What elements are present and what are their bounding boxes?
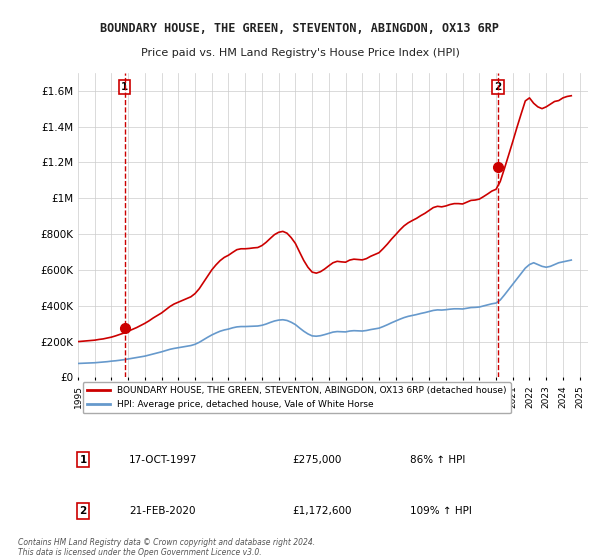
- Text: £1,172,600: £1,172,600: [292, 506, 352, 516]
- Legend: BOUNDARY HOUSE, THE GREEN, STEVENTON, ABINGDON, OX13 6RP (detached house), HPI: : BOUNDARY HOUSE, THE GREEN, STEVENTON, AB…: [83, 382, 511, 413]
- Text: £275,000: £275,000: [292, 455, 341, 465]
- Text: 1: 1: [79, 455, 87, 465]
- Text: 1: 1: [121, 82, 128, 92]
- Text: 86% ↑ HPI: 86% ↑ HPI: [409, 455, 465, 465]
- Text: 2: 2: [494, 82, 502, 92]
- Text: 17-OCT-1997: 17-OCT-1997: [129, 455, 197, 465]
- Text: 109% ↑ HPI: 109% ↑ HPI: [409, 506, 472, 516]
- Text: Contains HM Land Registry data © Crown copyright and database right 2024.
This d: Contains HM Land Registry data © Crown c…: [18, 538, 315, 557]
- Text: Price paid vs. HM Land Registry's House Price Index (HPI): Price paid vs. HM Land Registry's House …: [140, 48, 460, 58]
- Text: 21-FEB-2020: 21-FEB-2020: [129, 506, 196, 516]
- Text: 2: 2: [79, 506, 87, 516]
- Text: BOUNDARY HOUSE, THE GREEN, STEVENTON, ABINGDON, OX13 6RP: BOUNDARY HOUSE, THE GREEN, STEVENTON, AB…: [101, 22, 499, 35]
